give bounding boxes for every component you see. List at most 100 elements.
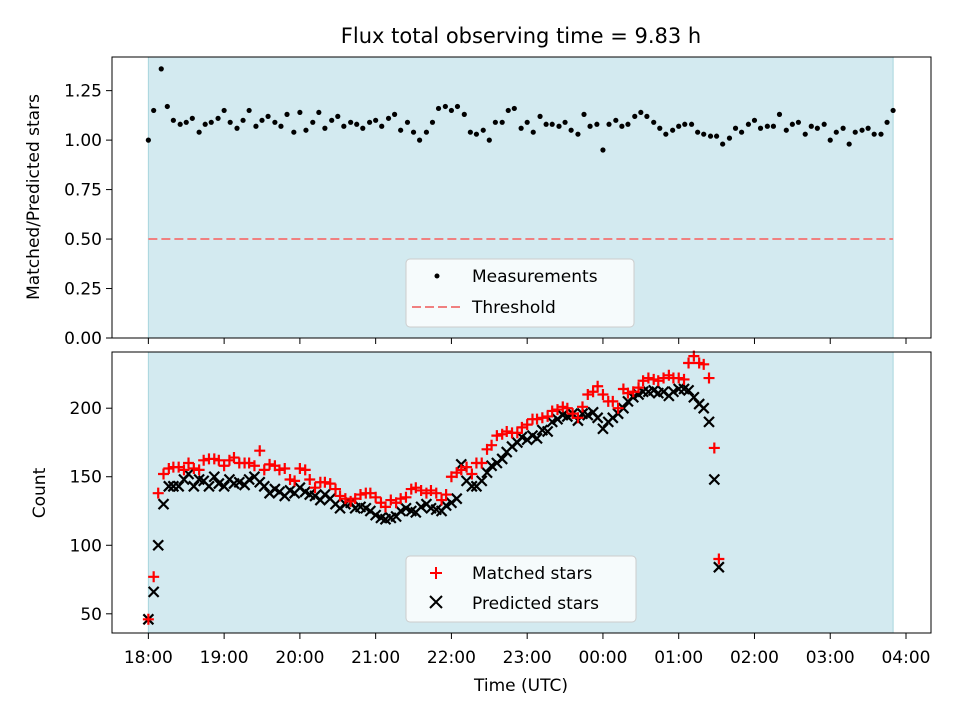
ratio-y-tick-label: 0.00: [64, 329, 102, 349]
predicted-star-marker: [147, 586, 160, 598]
matched-star-marker: [273, 464, 285, 476]
matched-star-marker: [536, 412, 548, 424]
measurement-point: [442, 103, 448, 110]
count-x-tick-label: 02:00: [730, 648, 779, 668]
measurement-point: [297, 109, 303, 116]
measurement-point: [827, 137, 833, 143]
measurement-point: [587, 123, 593, 129]
predicted-star-marker: [697, 402, 710, 414]
matched-star-marker: [531, 413, 543, 425]
legend-measurements-marker: [434, 273, 440, 279]
measurement-point: [480, 127, 486, 133]
matched-star-marker: [264, 458, 276, 470]
ratio-y-ticks: 0.00 0.25 0.50 0.75 1.00 1.25: [64, 82, 112, 349]
measurement-point: [341, 123, 347, 129]
predicted-star-marker: [466, 480, 478, 493]
measurement-point: [644, 113, 650, 119]
count-y-tick-label: 100: [70, 536, 102, 556]
measurement-point: [701, 131, 707, 137]
measurement-point: [145, 137, 151, 143]
measurement-point: [398, 127, 404, 133]
measurement-point: [329, 117, 335, 123]
measurement-point: [385, 115, 392, 121]
measurement-point: [366, 119, 373, 125]
matched-star-marker: [572, 412, 584, 424]
matched-star-marker: [178, 464, 190, 476]
ratio-y-tick-label: 1.00: [64, 131, 102, 151]
measurement-point: [600, 147, 606, 153]
measurement-point: [202, 121, 208, 127]
measurement-point: [486, 137, 492, 143]
matched-star-marker: [258, 464, 270, 476]
measurement-point: [757, 125, 764, 131]
measurement-point: [745, 121, 752, 127]
matched-star-marker: [198, 454, 210, 466]
count-x-ticks: 18:00 19:00 20:00 21:00 22:00 23:00 00:00 01:00…: [124, 633, 930, 668]
matched-star-marker: [673, 372, 685, 384]
measurement-point: [151, 107, 157, 114]
measurement-point: [291, 129, 297, 135]
predicted-star-marker: [450, 492, 463, 505]
measurement-point: [322, 125, 328, 131]
measurement-point: [852, 129, 858, 135]
matched-star-marker: [486, 439, 498, 451]
count-y-tick-label: 150: [70, 468, 102, 488]
count-panel: 50 100 150 200 18:00 19:00 20:00 21:00 22:00 23:…: [30, 351, 932, 696]
matched-star-marker: [633, 382, 645, 394]
matched-star-marker: [642, 372, 654, 384]
measurement-point: [234, 125, 240, 131]
matched-star-marker: [324, 478, 336, 490]
matched-star-marker: [355, 489, 367, 501]
matched-star-marker: [597, 388, 609, 400]
measurement-point: [549, 121, 555, 127]
matched-star-marker: [218, 460, 230, 472]
measurement-point: [316, 109, 322, 116]
predicted-star-marker: [481, 466, 493, 479]
measurement-point: [518, 125, 524, 131]
measurement-point: [562, 119, 568, 125]
measurement-point: [651, 119, 657, 125]
measurement-point: [670, 127, 676, 133]
measurement-point: [808, 123, 814, 129]
measurement-point: [732, 125, 739, 131]
measurement-point: [360, 125, 366, 131]
matched-star-marker: [476, 457, 488, 469]
matched-star-marker: [521, 419, 533, 431]
measurement-point: [221, 107, 227, 114]
measurement-point: [196, 129, 202, 135]
measurement-point: [423, 129, 430, 135]
matched-star-marker: [612, 402, 624, 414]
measurement-point: [303, 127, 309, 133]
measurement-point: [738, 129, 745, 135]
measurement-point: [158, 66, 164, 72]
matched-star-marker: [440, 489, 452, 501]
measurement-point: [215, 115, 221, 121]
measurement-point: [657, 125, 663, 131]
measurement-point: [720, 141, 726, 147]
measurement-point: [783, 127, 789, 133]
matched-star-marker: [713, 553, 725, 565]
matched-star-marker: [228, 452, 240, 464]
measurement-point: [435, 105, 442, 112]
measurement-point: [575, 131, 581, 137]
measurement-point: [795, 119, 802, 125]
measurement-point: [505, 107, 511, 114]
count-y-label: Count: [30, 467, 50, 518]
predicted-star-marker: [203, 480, 215, 493]
ratio-legend: Measurements Threshold: [405, 258, 635, 328]
legend-predicted: Predicted stars: [472, 594, 599, 614]
measurement-point: [448, 107, 455, 114]
predicted-star-marker: [152, 539, 164, 552]
count-x-tick-label: 19:00: [200, 648, 249, 668]
matched-star-marker: [561, 402, 573, 414]
matched-star-marker: [698, 358, 710, 370]
count-legend: Matched stars Predicted stars: [405, 555, 637, 623]
measurement-point: [170, 117, 176, 123]
legend-matched-marker: [430, 567, 442, 579]
predicted-star-marker: [708, 473, 721, 486]
matched-star-marker: [299, 464, 311, 476]
matched-star-marker: [592, 380, 604, 392]
measurement-point: [606, 121, 612, 127]
measurement-point: [416, 137, 423, 143]
